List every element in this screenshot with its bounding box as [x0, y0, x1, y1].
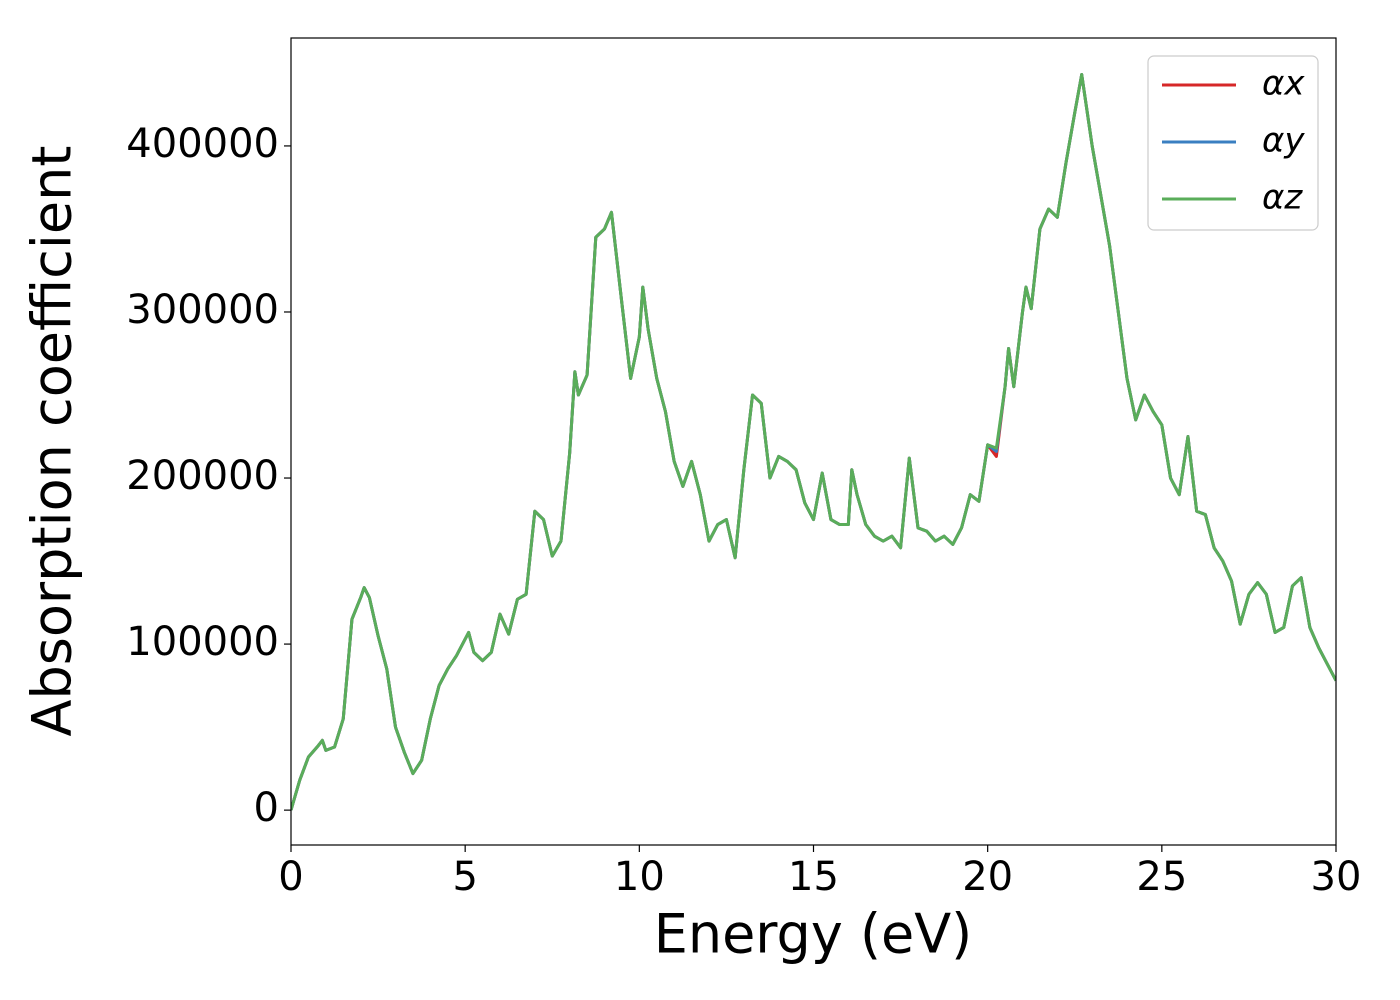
x-tick-label: 25: [1136, 854, 1187, 900]
legend-label: αy: [1262, 121, 1305, 161]
x-axis-label: Energy (eV): [654, 903, 973, 966]
x-tick-label: 10: [614, 854, 665, 900]
y-tick-label: 100000: [126, 619, 279, 665]
y-tick-label: 300000: [126, 287, 279, 333]
x-tick-label: 30: [1311, 854, 1362, 900]
x-tick-label: 5: [452, 854, 477, 900]
y-axis-label: Absorption coefficient: [21, 146, 84, 737]
x-tick-label: 0: [278, 854, 303, 900]
plot-frame: [290, 37, 1337, 846]
x-tick-label: 20: [962, 854, 1013, 900]
data-line: [291, 73, 1336, 811]
x-tick-label: 15: [788, 854, 839, 900]
legend-label: αx: [1262, 64, 1305, 104]
y-tick-label: 0: [254, 785, 279, 831]
y-tick-label: 400000: [126, 121, 279, 167]
legend-label: αz: [1262, 178, 1303, 218]
y-tick-label: 200000: [126, 453, 279, 499]
